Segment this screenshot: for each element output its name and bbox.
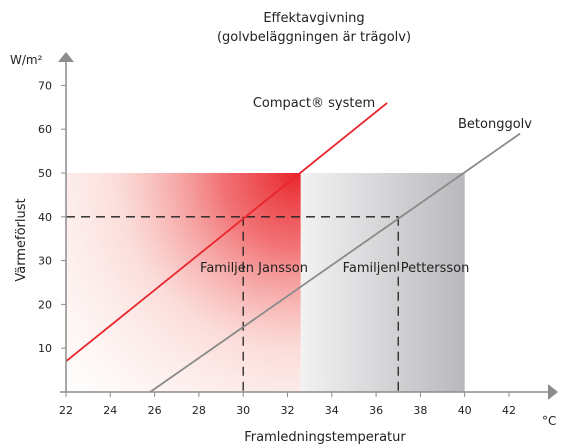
y-unit-label: W/m²: [10, 53, 43, 67]
x-tick-label: 32: [281, 404, 295, 417]
series-label-betonggolv: Betonggolv: [458, 117, 532, 132]
x-tick-label: 24: [103, 404, 117, 417]
x-tick-label: 28: [192, 404, 206, 417]
y-ticks: 10 20 30 40 50 60 70: [38, 79, 66, 355]
x-tick-label: 40: [458, 404, 472, 417]
region-label-pettersson: Familjen Pettersson: [343, 261, 470, 276]
x-tick-label: 22: [59, 404, 73, 417]
y-tick-label: 50: [38, 167, 52, 180]
x-tick-label: 36: [369, 404, 383, 417]
series-line-betonggolv: [149, 132, 521, 393]
series-lines: [65, 102, 521, 393]
chart-title: Effektavgivning: [263, 11, 364, 26]
y-tick-label: 20: [38, 298, 52, 311]
x-tick-label: 26: [148, 404, 162, 417]
x-tick-label: 34: [325, 404, 339, 417]
y-tick-label: 60: [38, 123, 52, 136]
region-pettersson: [300, 173, 465, 392]
y-tick-label: 40: [38, 211, 52, 224]
y-tick-label: 70: [38, 79, 52, 92]
x-ticks: 22 24 26 28 30 32 34 36 38 40 42: [59, 392, 516, 417]
x-axis-arrow-icon: [548, 384, 558, 400]
y-tick-label: 30: [38, 255, 52, 268]
reference-lines: [66, 216, 399, 392]
x-tick-label: 38: [413, 404, 427, 417]
shaded-regions: [66, 173, 465, 392]
x-unit-label: °C: [542, 414, 556, 428]
region-jansson: [66, 173, 301, 392]
series-line-compact: [65, 102, 388, 363]
y-axis-label: Värmeförlust: [14, 198, 29, 281]
x-axis-label: Framledningstemperatur: [244, 430, 406, 445]
y-axis-arrow-icon: [58, 52, 74, 62]
x-tick-label: 30: [236, 404, 250, 417]
region-label-jansson: Familjen Jansson: [200, 261, 308, 276]
chart-subtitle: (golvbeläggningen är trägolv): [217, 30, 411, 45]
series-label-compact: Compact® system: [253, 96, 375, 111]
y-tick-label: 10: [38, 342, 52, 355]
x-tick-label: 42: [502, 404, 516, 417]
annotations: Compact® system Betonggolv Familjen Jansso…: [200, 96, 532, 276]
